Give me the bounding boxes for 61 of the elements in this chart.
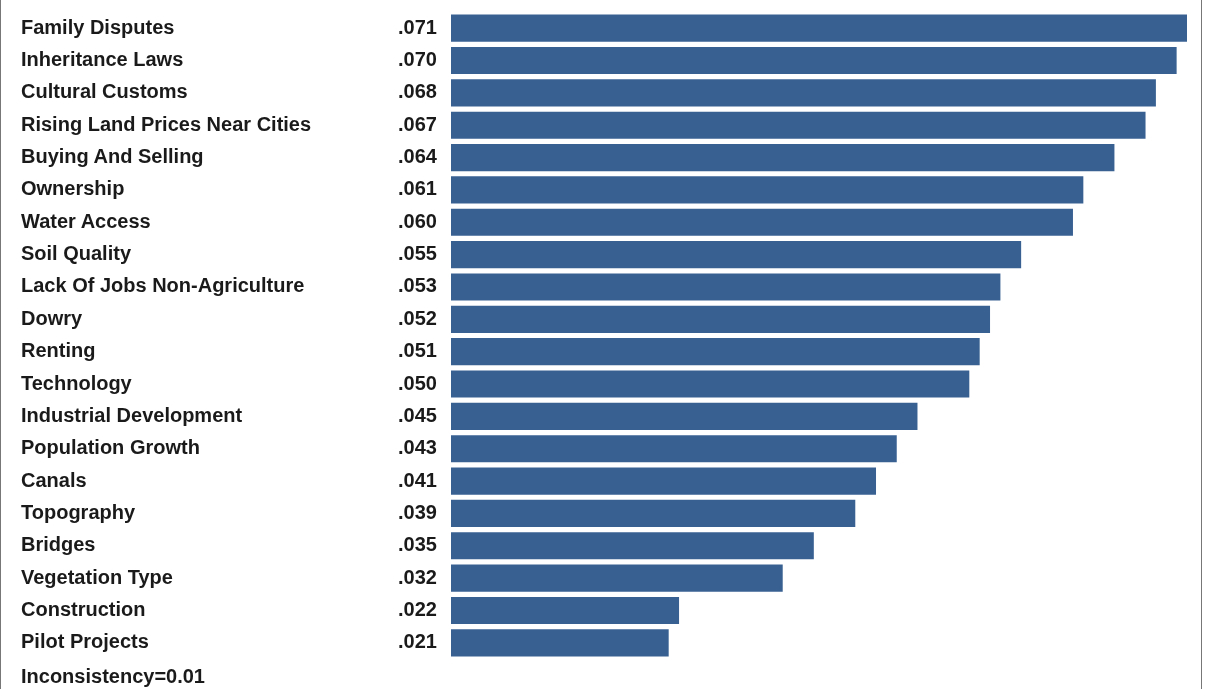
bar [451,46,1177,75]
text: Inconsistency=0.01 [21,664,205,687]
bar [451,79,1156,107]
bar [451,305,991,333]
data-label: .039 [398,500,437,523]
y-tick-label: Rising Land Prices Near Cities [21,112,312,135]
data-label: .050 [398,371,437,394]
data-label: .041 [398,468,437,491]
y-tick-label: Lack Of Jobs Non-Agriculture [21,274,305,297]
data-label: .055 [398,242,437,265]
y-tick-label: Bridges [21,533,96,556]
y-tick-label: Water Access [21,209,151,232]
data-label: .061 [398,177,437,200]
y-tick-label: Canals [21,468,87,491]
bar [451,208,1073,236]
y-tick-label: Buying And Selling [21,145,204,168]
bar [451,402,918,430]
y-tick-label: Technology [21,371,133,394]
data-label: .068 [398,80,437,103]
y-tick-label: Soil Quality [21,242,132,265]
y-tick-label: Pilot Projects [21,630,149,653]
bar [451,338,980,366]
data-label: .064 [398,145,438,168]
bar [451,176,1084,204]
bar [451,499,856,528]
data-label: .070 [398,48,437,71]
data-label: .021 [398,630,437,653]
data-label: .060 [398,209,437,232]
bar [451,564,783,592]
data-label: .052 [398,306,437,329]
bar [451,370,970,398]
bar [451,435,897,463]
bar [451,241,1022,269]
y-tick-label: Construction [21,597,146,620]
bar [451,143,1115,172]
bar [451,596,680,625]
y-tick-label: Topography [21,500,136,523]
data-label: .022 [398,597,437,620]
y-tick-label: Inheritance Laws [21,48,184,71]
bar [451,111,1146,139]
y-tick-label: Family Disputes [21,15,175,38]
data-label: .067 [398,112,437,135]
data-label: .045 [398,403,437,426]
y-tick-label: Ownership [21,177,125,200]
y-tick-label: Industrial Development [21,403,243,426]
bar [451,273,1001,301]
bar [451,629,669,657]
y-tick-label: Cultural Customs [21,80,188,103]
y-tick-label: Population Growth [21,436,200,459]
data-label: .043 [398,436,437,459]
data-label: .071 [398,15,437,38]
data-label: .035 [398,533,437,556]
y-tick-label: Dowry [21,306,83,329]
y-tick-label: Vegetation Type [21,565,173,588]
y-tick-label: Renting [21,339,96,362]
bar [451,14,1187,42]
bar [451,532,814,560]
bar [451,467,877,495]
data-label: .053 [398,274,437,297]
data-label: .032 [398,565,437,588]
data-label: .051 [398,339,437,362]
